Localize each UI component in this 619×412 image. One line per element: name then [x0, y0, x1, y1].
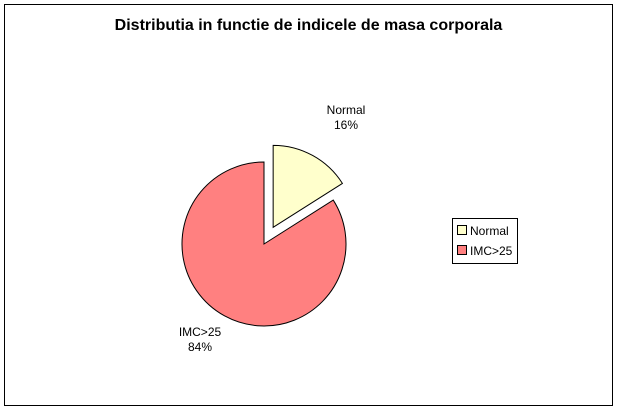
legend-label-normal: Normal	[470, 224, 509, 238]
legend-label-imc: IMC>25	[470, 244, 513, 258]
legend-item-imc: IMC>25	[457, 242, 512, 260]
legend-item-normal: Normal	[457, 222, 509, 240]
legend-swatch-normal	[457, 225, 467, 235]
slice-label-imc-percent: 84%	[187, 340, 213, 354]
slice-label-normal: Normal 16%	[318, 103, 374, 133]
pie-slice-normal	[272, 144, 344, 229]
chart-legend: Normal IMC>25	[452, 218, 518, 264]
slice-label-imc: IMC>25 84%	[170, 325, 230, 355]
legend-swatch-imc	[457, 245, 467, 255]
chart-title: Distributia in functie de indicele de ma…	[114, 17, 503, 34]
slice-label-normal-percent: 16%	[333, 118, 359, 132]
pie-slice-imc	[181, 161, 347, 327]
slice-label-imc-name: IMC>25	[178, 325, 222, 339]
slice-label-normal-name: Normal	[326, 103, 366, 117]
